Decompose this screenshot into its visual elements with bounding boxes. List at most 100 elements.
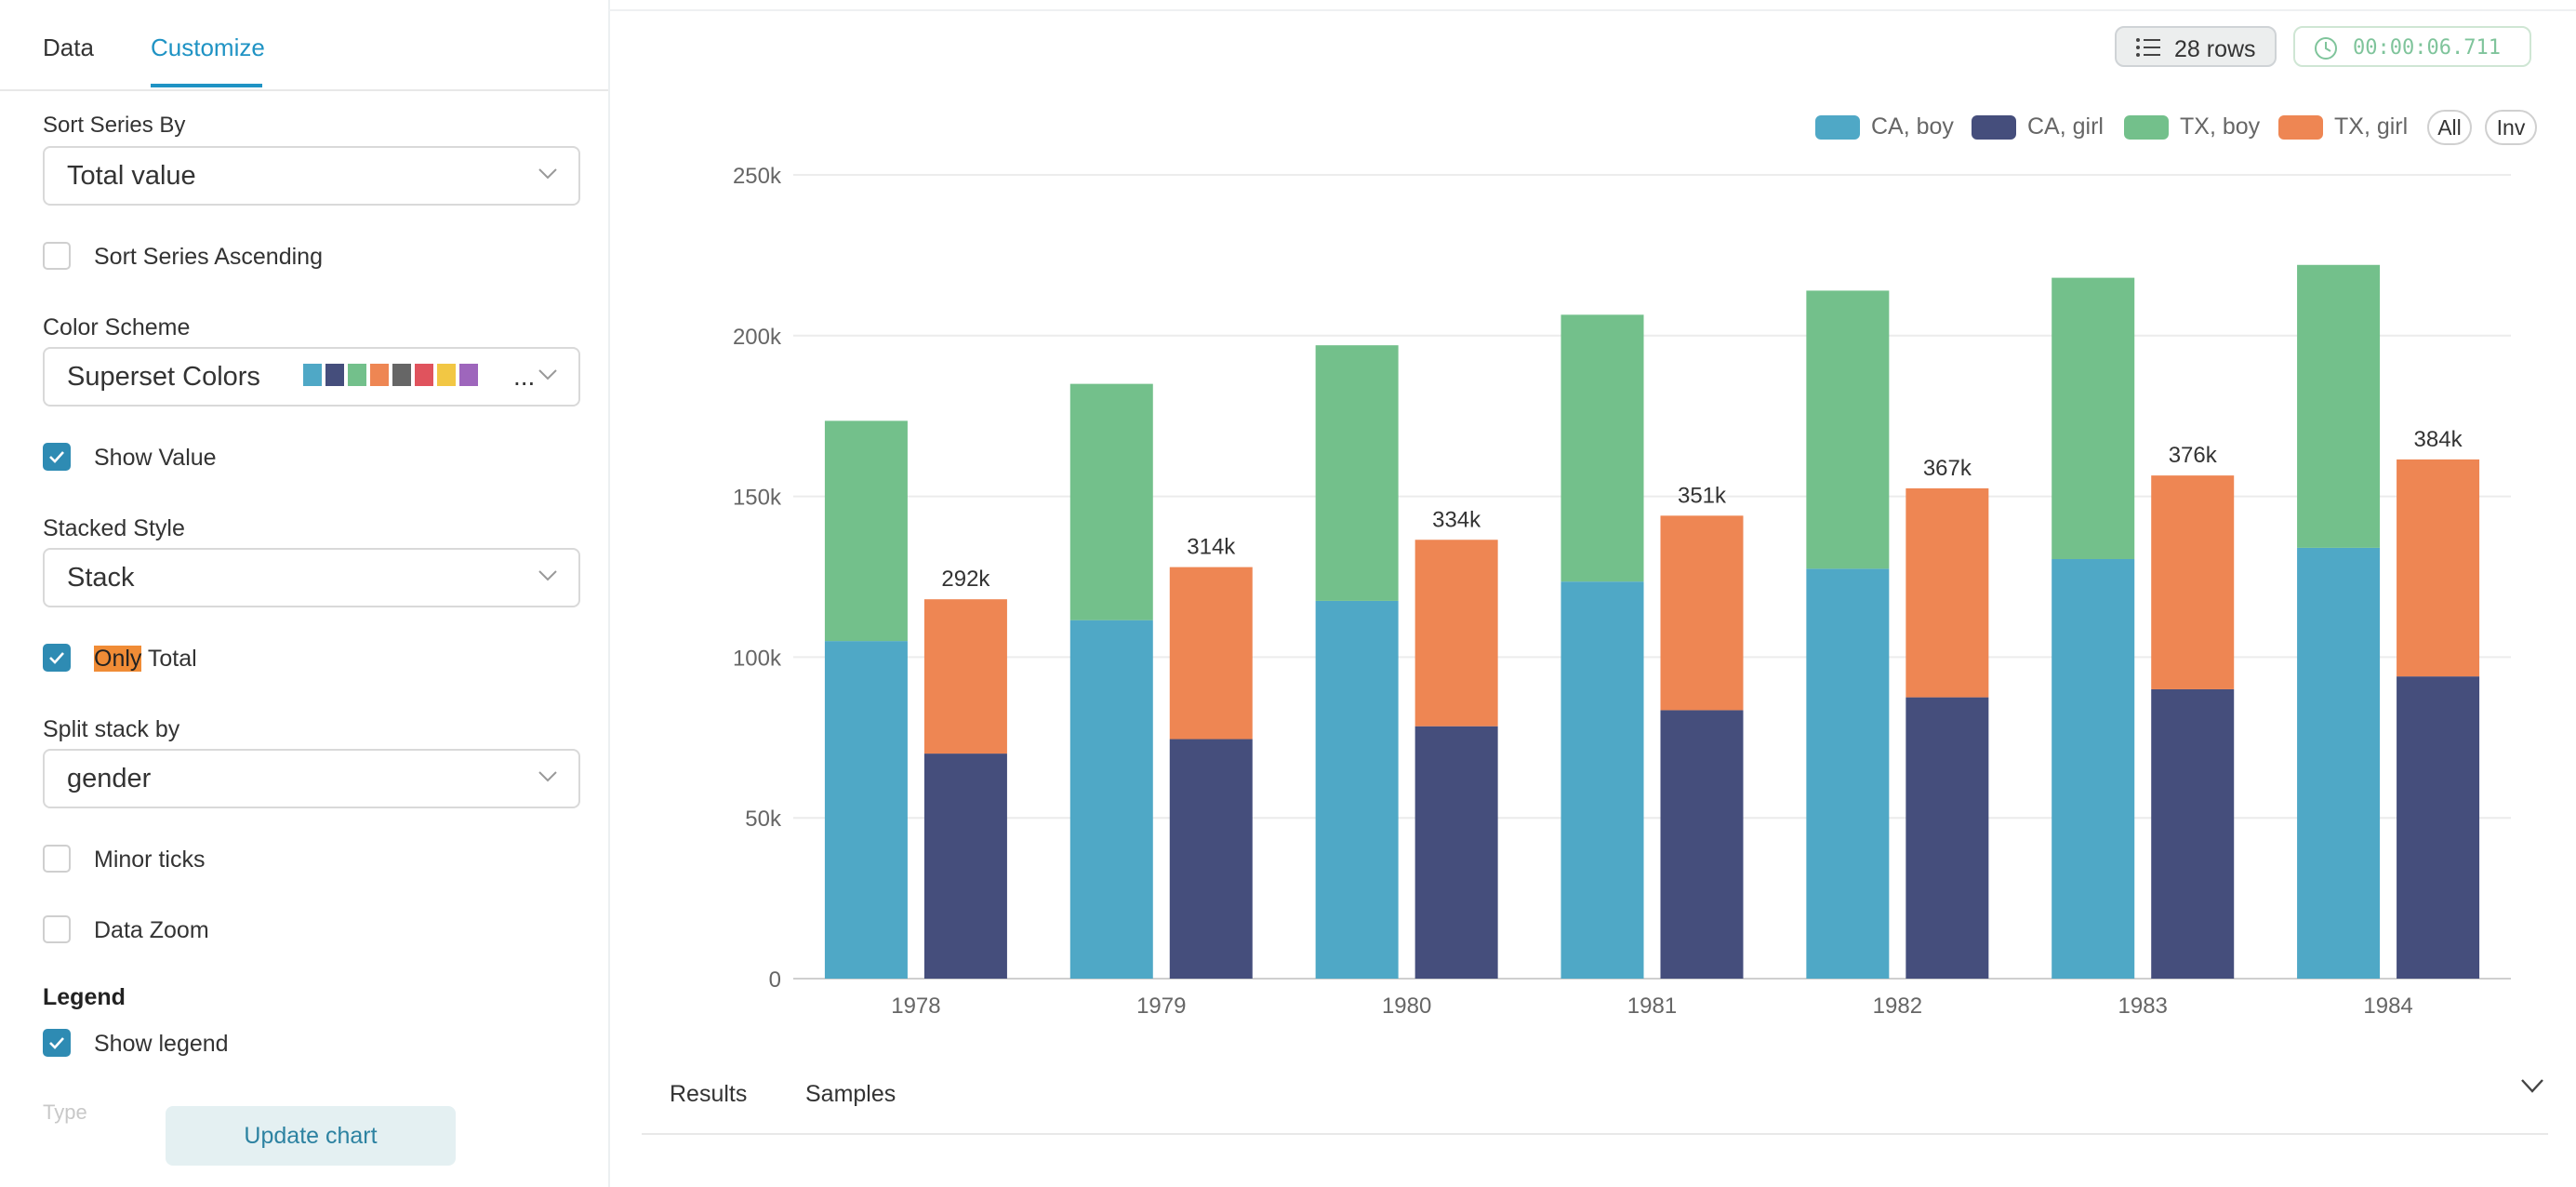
bar-segment [1806,290,1890,569]
checkbox-box[interactable] [43,915,71,943]
chevron-down-icon [538,771,557,782]
y-tick-label: 150k [733,486,782,511]
search-highlight: Only [94,646,142,672]
bar-segment [1560,581,1644,979]
check-icon [49,652,64,664]
checkbox-box[interactable] [43,1029,71,1057]
split-stack-select[interactable]: gender [43,749,580,808]
bar-segment [2052,277,2135,559]
y-tick-label: 200k [733,325,782,350]
checkbox-box[interactable] [43,845,71,873]
show-value-label: Show Value [94,445,217,471]
bar-segment [1169,567,1253,740]
total-value-label: 384k [2414,427,2463,452]
legend-swatch [2278,115,2323,140]
legend-label: TX, boy [2180,113,2261,140]
data-zoom-label: Data Zoom [94,917,209,943]
tab-samples[interactable]: Samples [805,1081,896,1107]
total-value-label: 334k [1432,507,1481,532]
color-swatch [325,364,344,386]
chevron-down-icon [538,570,557,581]
bar-segment [1560,314,1644,582]
bar-segment [1806,568,1890,979]
tab-active-indicator [151,84,262,87]
bar-segment [1069,383,1153,620]
header-divider [608,9,2576,11]
color-scheme-label: Color Scheme [43,314,191,340]
x-tick-label: 1981 [1627,994,1677,1019]
sort-ascending-label: Sort Series Ascending [94,244,323,270]
chevron-down-icon [538,369,557,380]
x-tick-label: 1980 [1382,994,1431,1019]
check-icon [49,1037,64,1049]
x-tick-label: 1979 [1136,994,1186,1019]
x-tick-label: 1978 [891,994,940,1019]
tab-customize[interactable]: Customize [151,33,265,61]
update-chart-button[interactable]: Update chart [166,1106,456,1166]
panel-tabs: Data Customize [0,0,608,91]
chevron-down-icon[interactable] [2518,1072,2546,1100]
color-swatch [415,364,433,386]
row-count-badge[interactable]: 28 rows [2115,26,2277,67]
legend-label: CA, girl [2027,113,2104,140]
y-tick-label: 50k [745,807,782,832]
bar-segment [824,641,908,979]
bar-segment [1905,697,1989,979]
total-value-label: 351k [1678,483,1727,508]
minor-ticks-label: Minor ticks [94,847,206,873]
bar-segment [1905,487,1989,698]
color-swatches [303,364,478,388]
bar-segment [1315,600,1399,979]
legend-label: TX, girl [2334,113,2409,140]
total-value-label: 367k [1923,456,1972,481]
legend-swatch [1815,115,1860,140]
stacked-style-select[interactable]: Stack [43,548,580,607]
only-total-label-rest: Total [141,646,197,672]
faded-type-label: Type [43,1100,87,1124]
color-swatch [348,364,366,386]
color-swatch [370,364,389,386]
legend-swatch [2124,115,2169,140]
legend-section-header: Legend [43,984,126,1010]
legend-invert-button[interactable]: Inv [2485,110,2537,145]
more-colors-ellipsis: ... [513,362,536,391]
legend-select-all-button[interactable]: All [2427,110,2472,145]
bar-segment [2297,264,2381,548]
bottom-divider [642,1133,2548,1135]
color-swatch [303,364,322,386]
query-timer: 00:00:06.711 [2293,26,2531,67]
row-count-text: 28 rows [2174,36,2256,62]
checkbox-box[interactable] [43,644,71,672]
bar-segment [2297,547,2381,979]
y-tick-label: 250k [733,164,782,189]
x-tick-label: 1982 [1873,994,1922,1019]
total-value-label: 314k [1187,535,1236,560]
bar-segment [1315,345,1399,601]
tab-data[interactable]: Data [43,33,94,61]
color-scheme-select[interactable]: Superset Colors ... [43,347,580,407]
stacked-style-value: Stack [67,563,135,593]
bar-chart: 0 50k 100k 150k 200k 250k 292k 1978 314k 1979 334k… [733,164,2511,1019]
total-value-label: 376k [2169,443,2218,468]
split-stack-value: gender [67,764,152,794]
color-swatch [392,364,411,386]
bar-segment [1414,540,1498,727]
x-tick-label: 1984 [2363,994,2412,1019]
total-value-label: 292k [941,567,990,592]
bar-segment [1069,620,1153,979]
legend-label: CA, boy [1871,113,1954,140]
tab-results[interactable]: Results [670,1081,748,1107]
bar-segment [2151,475,2235,689]
bar-segment [2052,558,2135,979]
bar-segment [2397,459,2480,677]
color-swatch [459,364,478,386]
list-icon [2136,38,2160,57]
checkbox-box[interactable] [43,242,71,270]
only-total-label: Only Total [94,646,197,673]
timer-text: 00:00:06.711 [2353,36,2501,60]
bar-segment [2397,676,2480,979]
x-tick-label: 1983 [2118,994,2168,1019]
sort-series-by-select[interactable]: Total value [43,146,580,206]
checkbox-box[interactable] [43,443,71,471]
bar-segment [1660,515,1744,711]
